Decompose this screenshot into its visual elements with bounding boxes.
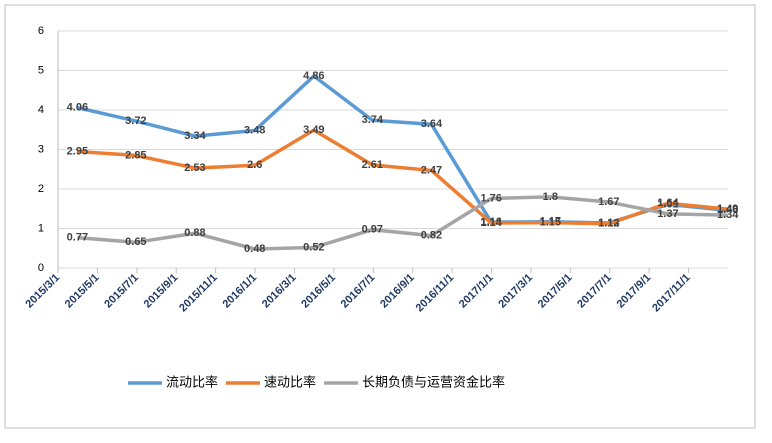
data-label: 4.86	[303, 70, 324, 82]
data-label: 1.12	[598, 218, 619, 230]
data-label: 0.65	[125, 236, 146, 248]
series-line	[77, 128, 728, 226]
y-tick-label: 5	[38, 64, 44, 76]
data-label: 2.85	[125, 149, 146, 161]
data-label: 3.72	[125, 115, 146, 127]
legend-label: 速动比率	[264, 374, 316, 389]
data-label: 1.34	[717, 209, 739, 221]
y-tick-label: 1	[38, 222, 44, 234]
data-label: 3.64	[421, 118, 443, 130]
data-label: 1.14	[480, 217, 502, 229]
legend-label: 流动比率	[166, 374, 218, 389]
data-label: 2.6	[247, 159, 262, 171]
data-label: 2.95	[67, 145, 88, 157]
data-label: 3.49	[303, 124, 324, 136]
data-label: 1.67	[598, 196, 619, 208]
data-label: 0.82	[421, 230, 442, 242]
data-label: 2.47	[421, 164, 442, 176]
y-tick-label: 0	[38, 262, 44, 274]
y-tick-label: 4	[38, 104, 44, 116]
data-label: 4.06	[67, 102, 88, 114]
data-label: 1.37	[657, 208, 678, 220]
data-label: 1.64	[657, 197, 679, 209]
data-label: 3.48	[244, 124, 265, 136]
legend-label: 长期负债与运营资金比率	[362, 374, 505, 389]
data-label: 2.61	[362, 159, 383, 171]
data-label: 0.48	[244, 243, 265, 255]
data-label: 0.52	[303, 241, 324, 253]
chart-border	[4, 4, 756, 429]
data-label: 3.34	[184, 130, 206, 142]
y-tick-label: 3	[38, 143, 44, 155]
data-label: 0.77	[67, 231, 88, 243]
y-tick-label: 2	[38, 183, 44, 195]
y-tick-label: 6	[38, 25, 44, 37]
data-label: 2.53	[184, 162, 205, 174]
data-label: 0.88	[184, 227, 205, 239]
series-line	[77, 195, 728, 251]
data-label: 1.8	[543, 191, 558, 203]
data-label: 0.97	[362, 224, 383, 236]
data-label: 1.76	[480, 192, 501, 204]
data-label: 1.15	[540, 216, 561, 228]
data-label: 3.74	[362, 114, 384, 126]
data-label: 1.49	[717, 203, 738, 215]
